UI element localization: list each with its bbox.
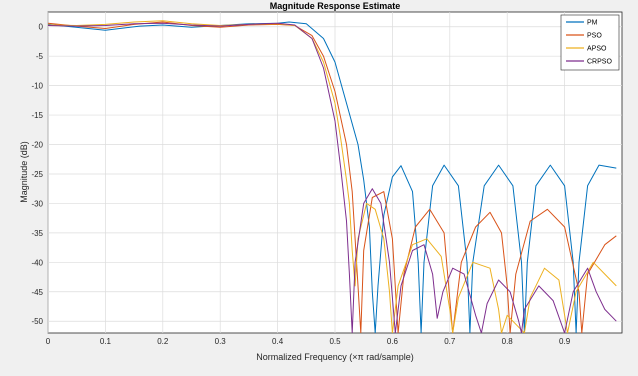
y-tick-label: -25 (31, 170, 43, 179)
y-tick-labels: 0 -5 -10 -15 -20 -25 -30 -35 -40 -45 -50 (31, 23, 43, 326)
y-tick-label: -10 (31, 82, 43, 91)
series-lines (48, 20, 617, 333)
y-tick-label: -30 (31, 199, 43, 208)
legend-label-crpso: CRPSO (587, 59, 612, 66)
x-tick-label: 0.7 (444, 337, 456, 346)
x-tick-label: 0.2 (157, 337, 169, 346)
x-tick-label: 0.5 (329, 337, 341, 346)
y-tick-label: -35 (31, 229, 43, 238)
y-axis-label: Magnitude (dB) (19, 141, 29, 203)
x-axis-label: Normalized Frequency (×π rad/sample) (256, 352, 414, 362)
y-tick-label: -20 (31, 141, 43, 150)
chart-title: Magnitude Response Estimate (270, 1, 401, 11)
legend-label-apso: APSO (587, 46, 607, 53)
y-tick-label: -45 (31, 288, 43, 297)
x-tick-label: 0.4 (272, 337, 284, 346)
x-tick-label: 0.6 (387, 337, 399, 346)
y-tick-label: -50 (31, 317, 43, 326)
x-tick-label: 0.3 (215, 337, 227, 346)
legend: PM PSO APSO CRPSO (560, 14, 620, 71)
y-tick-label: -15 (31, 111, 43, 120)
y-tick-label: -5 (36, 52, 44, 61)
series-line-crpso (48, 22, 617, 333)
x-tick-label: 0 (46, 337, 51, 346)
x-tick-label: 0.1 (100, 337, 112, 346)
x-tick-label: 0.9 (559, 337, 571, 346)
legend-label-pso: PSO (587, 33, 602, 40)
x-tick-labels: 0 0.1 0.2 0.3 0.4 0.5 0.6 0.7 0.8 0.9 (46, 337, 571, 346)
y-tick-label: -40 (31, 258, 43, 267)
y-tick-label: 0 (39, 23, 44, 32)
legend-label-pm: PM (587, 20, 598, 27)
series-line-pso (48, 21, 617, 333)
x-tick-label: 0.8 (502, 337, 514, 346)
